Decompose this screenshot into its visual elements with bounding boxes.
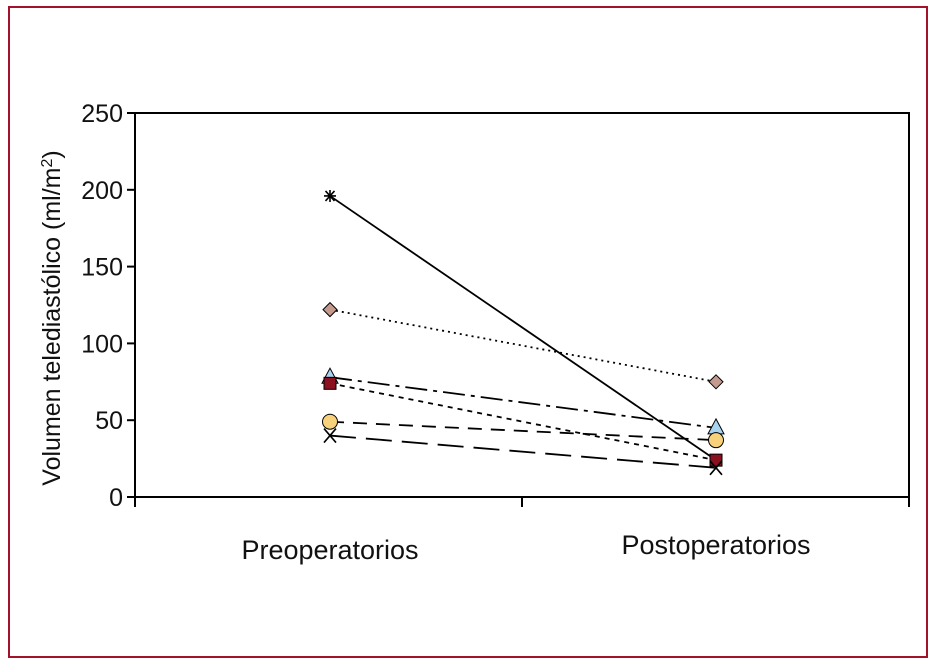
series-4-marker-1: [708, 432, 724, 449]
series-line-5: [329, 434, 717, 469]
series-4-marker-0: [322, 413, 338, 430]
series-1-marker-1: [708, 374, 724, 390]
series-line-0: [329, 195, 717, 461]
x-category-label-1: Postoperatorios: [621, 530, 810, 560]
series-5-marker-0: [323, 428, 337, 444]
series-3-marker-1: [709, 453, 723, 467]
y-axis: 0 50 100 150 200 250: [81, 100, 135, 512]
y-tick-label-4: 200: [81, 177, 123, 205]
y-tick-label-1: 50: [95, 407, 123, 435]
series-line-4: [329, 420, 717, 442]
series-line-3: [329, 382, 717, 462]
series-5-marker-1: [709, 460, 723, 476]
y-tick-label-5: 250: [81, 100, 123, 128]
series-3-marker-0: [323, 376, 337, 390]
y-axis-title-superscript: 2: [39, 159, 56, 168]
series-line-1: [329, 308, 717, 383]
chart-frame: [8, 6, 928, 658]
plot-area: [134, 112, 910, 498]
x-category-label-0: Preoperatorios: [241, 535, 418, 565]
series-1-marker-0: [322, 301, 338, 318]
series-markers: [321, 189, 725, 476]
y-axis-title: Volumen telediastólico (ml/m2): [38, 150, 66, 485]
x-axis: Preoperatorios Postoperatorios: [134, 497, 910, 565]
y-tick-label-0: 0: [109, 484, 123, 512]
y-tick-label-3: 150: [81, 254, 123, 282]
series-lines: [329, 195, 717, 469]
series-0-marker-0: [324, 189, 336, 202]
series-line-2: [329, 376, 717, 429]
y-tick-label-2: 100: [81, 330, 123, 358]
